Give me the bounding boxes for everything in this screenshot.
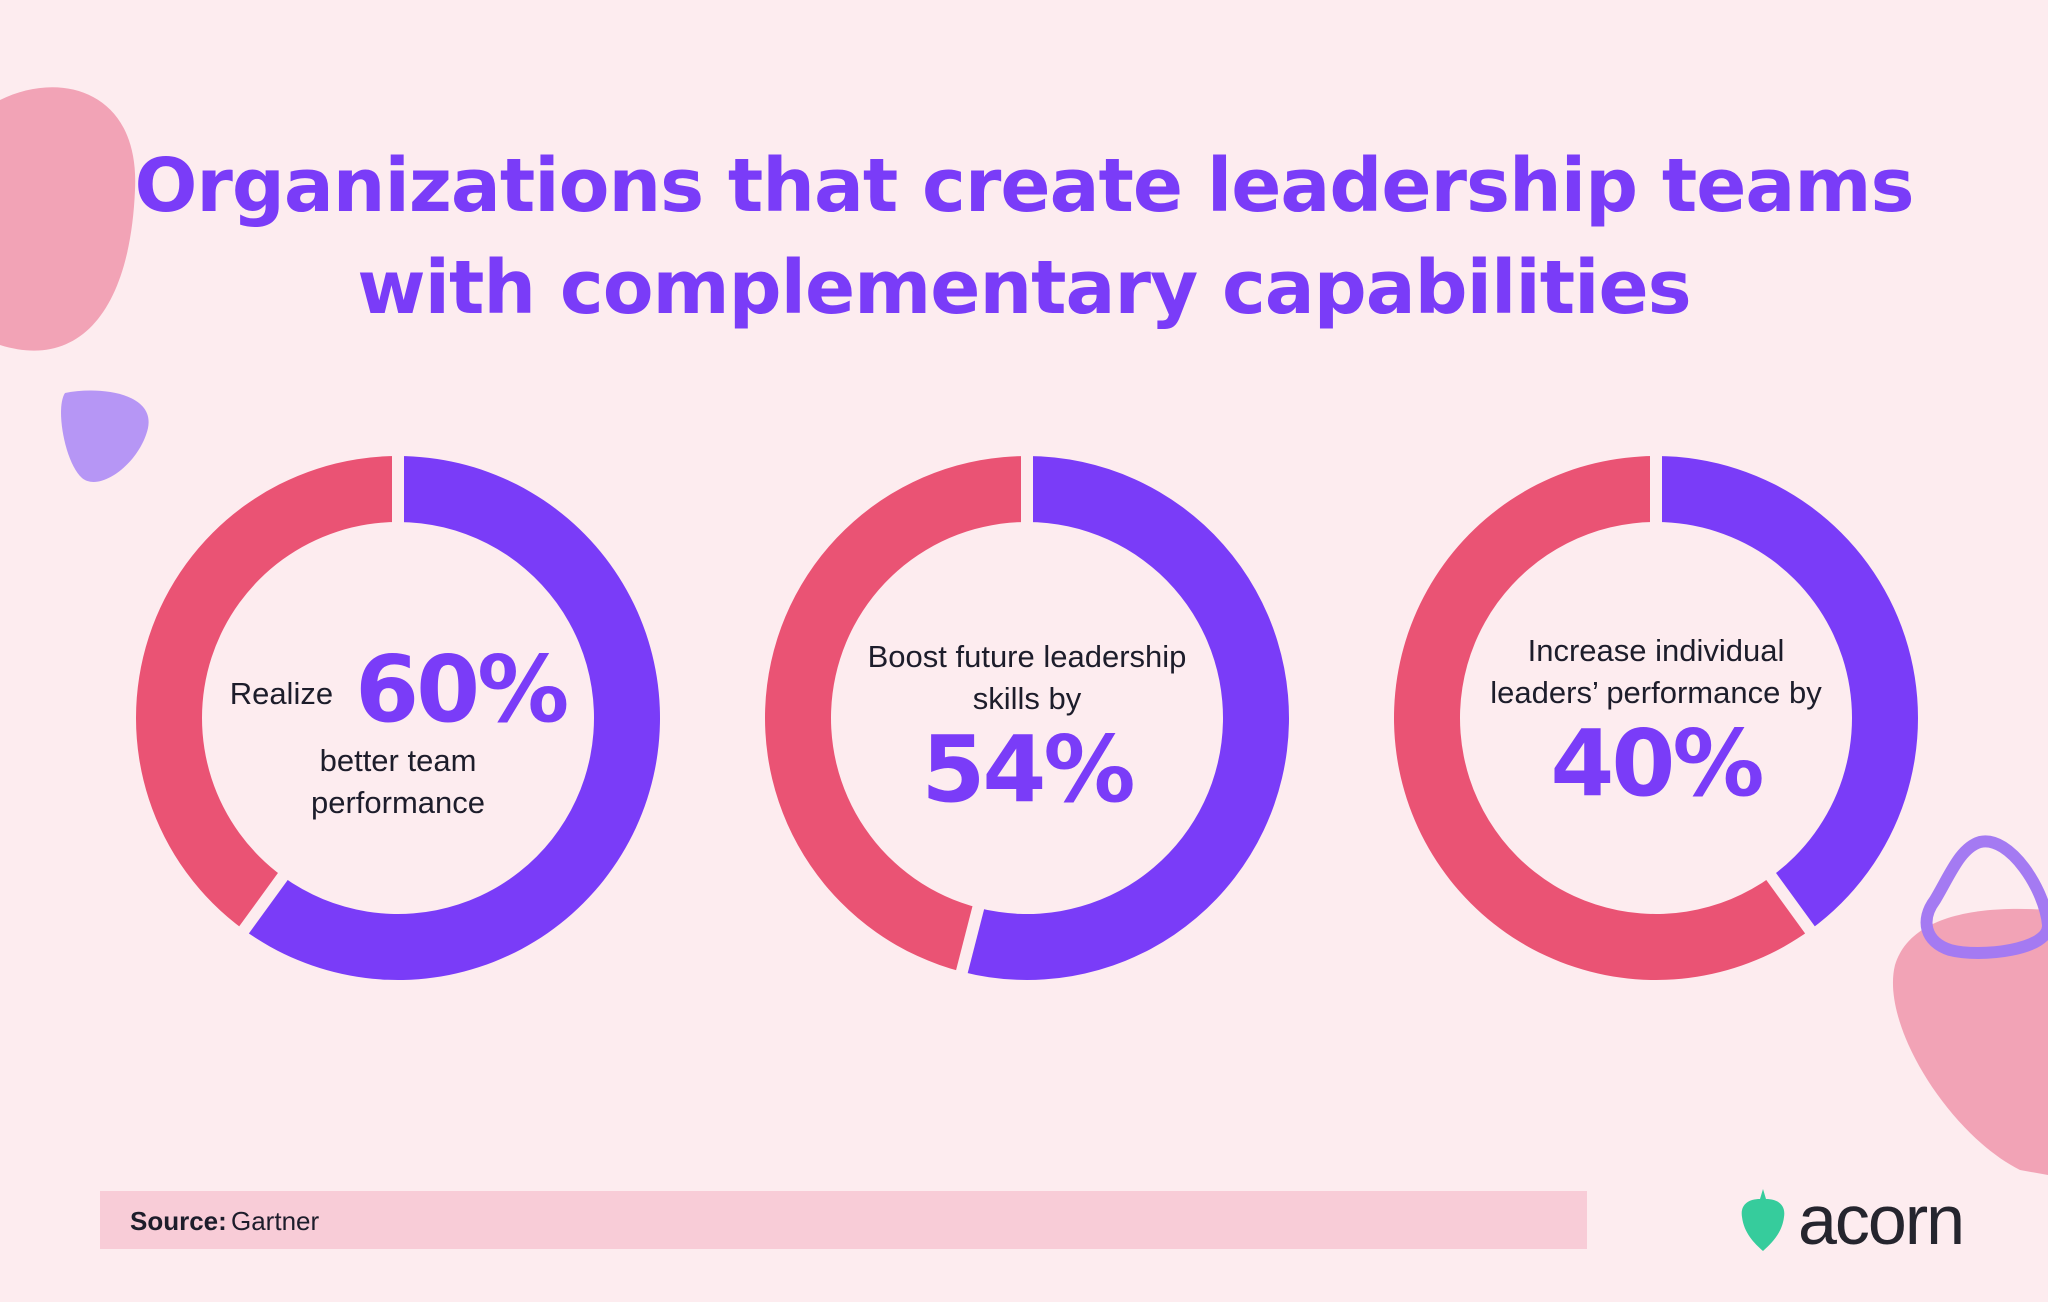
title-line-2: with complementary capabilities xyxy=(357,245,1691,331)
donut-3-segment-remainder xyxy=(1394,456,1810,980)
donut-3-text: Increase individual leaders’ performance… xyxy=(1456,630,1856,814)
decorative-blob-purple-left xyxy=(61,390,149,482)
donut-1-text-after-1: better team xyxy=(319,743,477,778)
donut-2-segment-remainder xyxy=(765,456,1027,972)
source-label: Source: xyxy=(130,1206,227,1236)
decorative-blob-pink-left xyxy=(0,87,136,351)
source-value: Gartner xyxy=(231,1206,320,1236)
donut-3-percent: 40% xyxy=(1550,710,1764,817)
acorn-logo: acorn xyxy=(1740,1181,1965,1259)
donut-2-segment-highlight xyxy=(961,456,1290,980)
donut-1-segment-remainder xyxy=(136,456,399,930)
donut-2-text: Boost future leadership skills by 54% xyxy=(827,636,1227,820)
donut-2-percent: 54% xyxy=(921,716,1135,823)
decorative-blob-pink-right xyxy=(1892,908,2048,1175)
donut-3-text-before-1: Increase individual xyxy=(1527,633,1785,668)
donut-3-text-before-2: leaders’ performance by xyxy=(1490,675,1822,710)
donut-1-segment-highlight xyxy=(244,456,661,981)
donut-1-text: Realize 60% better team performance xyxy=(198,640,598,824)
donut-2-gap-2 xyxy=(955,902,986,978)
donut-1-gap-2 xyxy=(236,869,290,937)
decorative-ring-purple-right xyxy=(1920,835,2048,959)
logo-text: acorn xyxy=(1798,1181,1965,1259)
donut-2-text-before-1: Boost future leadership xyxy=(867,639,1187,674)
page-title: Organizations that create leadership tea… xyxy=(0,135,2048,339)
donut-2-text-before-2: skills by xyxy=(972,681,1082,716)
donut-1-text-after-2: performance xyxy=(310,785,486,820)
acorn-icon xyxy=(1741,1189,1785,1251)
donut-3-gap-2 xyxy=(1764,869,1818,937)
title-line-1: Organizations that create leadership tea… xyxy=(134,143,1915,229)
donut-1-percent: 60% xyxy=(355,636,569,743)
source-bar: Source: Gartner xyxy=(100,1191,1587,1249)
donut-3-segment-highlight xyxy=(1656,456,1919,930)
donut-1-text-before: Realize xyxy=(229,676,334,711)
